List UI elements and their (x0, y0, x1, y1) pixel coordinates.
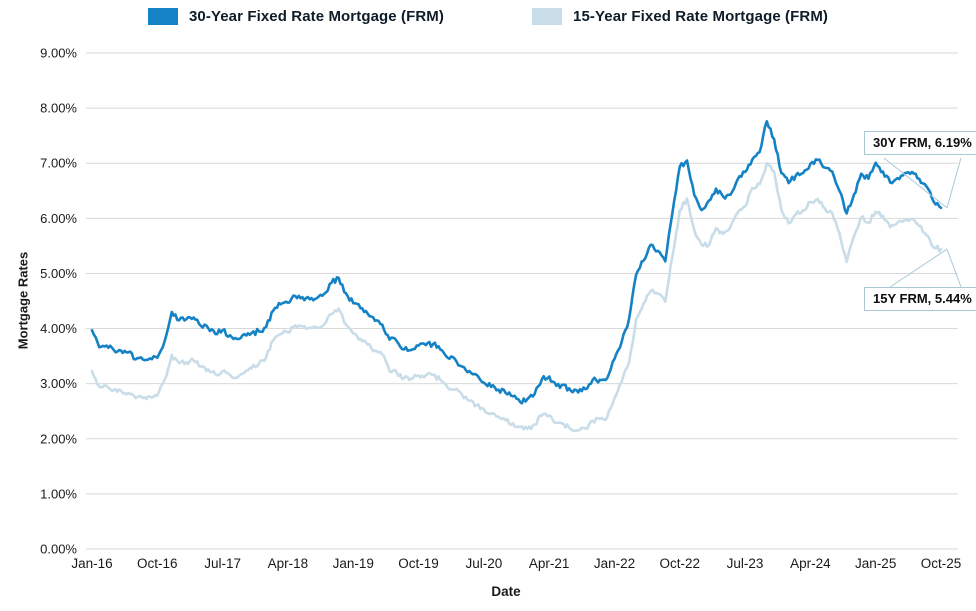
x-tick-label: Jan-16 (71, 556, 112, 571)
callout-line-30y (883, 157, 948, 209)
x-tick-label: Apr-18 (268, 556, 309, 571)
series-line-15y (90, 161, 943, 433)
legend-swatch-30y-icon (147, 8, 178, 25)
chart-legend: 30-Year Fixed Rate Mortgage (FRM) 15-Yea… (0, 8, 976, 25)
y-tick-label: 3.00% (40, 376, 77, 391)
x-tick-label: Apr-24 (790, 556, 831, 571)
series-line-30y (90, 120, 943, 405)
callout-line-15y (946, 249, 962, 288)
x-tick-label: Oct-19 (398, 556, 439, 571)
legend-item-30y-frm: 30-Year Fixed Rate Mortgage (FRM) (147, 8, 444, 25)
x-tick-label: Apr-21 (529, 556, 570, 571)
callout-line-30y (946, 157, 962, 209)
callout-line-15y (889, 248, 948, 288)
y-tick-label: 7.00% (40, 156, 77, 171)
x-tick-label: Oct-25 (921, 556, 962, 571)
y-tick-label: 8.00% (40, 101, 77, 116)
y-tick-label: 1.00% (40, 486, 77, 501)
x-tick-label: Oct-16 (137, 556, 178, 571)
annotation-15y-frm: 15Y FRM, 5.44% (864, 287, 976, 311)
annotation-30y-frm: 30Y FRM, 6.19% (864, 131, 976, 155)
legend-label-30y: 30-Year Fixed Rate Mortgage (FRM) (188, 8, 444, 25)
x-tick-label: Jul-20 (465, 556, 502, 571)
x-tick-label: Jul-23 (727, 556, 764, 571)
legend-item-15y-frm: 15-Year Fixed Rate Mortgage (FRM) (532, 8, 828, 25)
y-tick-label: 9.00% (40, 46, 77, 61)
x-tick-label: Jan-22 (594, 556, 635, 571)
y-tick-label: 4.00% (40, 321, 77, 336)
legend-label-15y: 15-Year Fixed Rate Mortgage (FRM) (573, 8, 829, 25)
y-tick-label: 0.00% (40, 542, 77, 557)
y-tick-label: 5.00% (40, 266, 77, 281)
x-tick-label: Jan-19 (333, 556, 374, 571)
legend-swatch-15y-icon (532, 8, 562, 25)
x-tick-label: Jan-25 (855, 556, 896, 571)
x-tick-label: Jul-17 (204, 556, 241, 571)
x-axis-title: Date (491, 584, 521, 599)
y-tick-label: 2.00% (40, 431, 77, 446)
y-tick-label: 6.00% (40, 211, 77, 226)
x-tick-label: Oct-22 (660, 556, 701, 571)
